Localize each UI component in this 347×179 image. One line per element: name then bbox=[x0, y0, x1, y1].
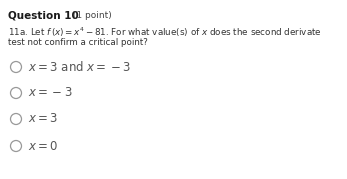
Text: $x = 3$ and $x = -3$: $x = 3$ and $x = -3$ bbox=[28, 60, 131, 74]
Text: Question 10: Question 10 bbox=[8, 11, 79, 21]
Text: $x = 3$: $x = 3$ bbox=[28, 112, 58, 125]
Text: (1 point): (1 point) bbox=[70, 11, 112, 20]
Text: $x = 0$: $x = 0$ bbox=[28, 139, 58, 153]
Text: $x = -3$: $x = -3$ bbox=[28, 86, 73, 100]
Text: test not confirm a critical point?: test not confirm a critical point? bbox=[8, 38, 148, 47]
Text: 11a. Let $f\,(x) = x^4 - 81$. For what value(s) of $x$ does the second derivate: 11a. Let $f\,(x) = x^4 - 81$. For what v… bbox=[8, 26, 322, 39]
